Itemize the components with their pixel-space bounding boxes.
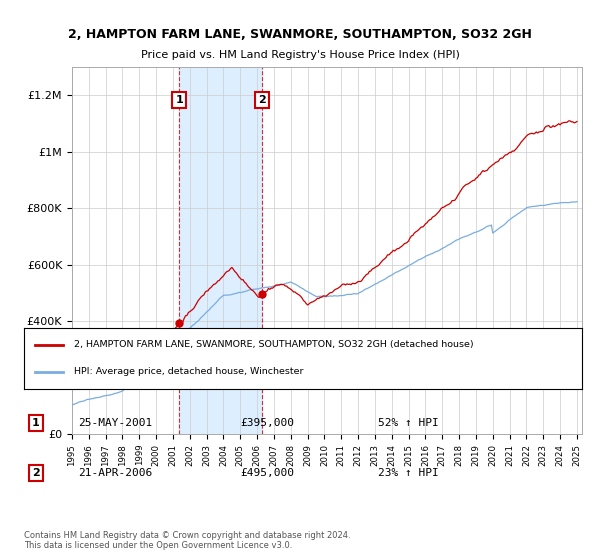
Text: 25-MAY-2001: 25-MAY-2001 bbox=[78, 418, 152, 428]
Text: Price paid vs. HM Land Registry's House Price Index (HPI): Price paid vs. HM Land Registry's House … bbox=[140, 50, 460, 60]
Text: 2, HAMPTON FARM LANE, SWANMORE, SOUTHAMPTON, SO32 2GH: 2, HAMPTON FARM LANE, SWANMORE, SOUTHAMP… bbox=[68, 28, 532, 41]
Text: HPI: Average price, detached house, Winchester: HPI: Average price, detached house, Winc… bbox=[74, 367, 304, 376]
Text: 52% ↑ HPI: 52% ↑ HPI bbox=[378, 418, 439, 428]
Text: 2, HAMPTON FARM LANE, SWANMORE, SOUTHAMPTON, SO32 2GH (detached house): 2, HAMPTON FARM LANE, SWANMORE, SOUTHAMP… bbox=[74, 340, 474, 349]
Text: Contains HM Land Registry data © Crown copyright and database right 2024.
This d: Contains HM Land Registry data © Crown c… bbox=[24, 531, 350, 550]
Text: £395,000: £395,000 bbox=[240, 418, 294, 428]
Bar bbox=[179, 67, 262, 434]
Text: 1: 1 bbox=[32, 418, 40, 428]
Text: 2: 2 bbox=[259, 95, 266, 105]
Text: 21-APR-2006: 21-APR-2006 bbox=[78, 468, 152, 478]
Text: £495,000: £495,000 bbox=[240, 468, 294, 478]
Text: 23% ↑ HPI: 23% ↑ HPI bbox=[378, 468, 439, 478]
Text: 2: 2 bbox=[32, 468, 40, 478]
Text: 1: 1 bbox=[176, 95, 183, 105]
